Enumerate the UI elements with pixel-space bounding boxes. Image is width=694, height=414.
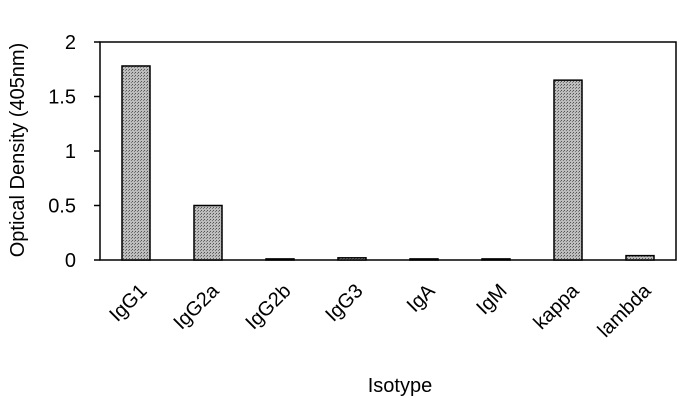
- x-tick-label: IgG2b: [241, 280, 295, 334]
- chart: Isotype Optical Density (405nm) 0 0.5 1 1.5…: [0, 0, 694, 414]
- bar: [338, 258, 366, 260]
- x-tick-label: kappa: [529, 279, 584, 334]
- y-tick-label: 0: [65, 250, 76, 272]
- x-tick-label: IgA: [403, 280, 440, 317]
- y-tick-label: 1: [65, 141, 76, 163]
- y-tick-label: 0.5: [48, 196, 76, 218]
- y-tick-label: 2: [65, 32, 76, 54]
- x-axis-label: Isotype: [368, 375, 432, 397]
- plot-frame: [100, 42, 676, 260]
- y-axis-label: Optical Density (405nm): [7, 43, 29, 258]
- x-tick-label: IgM: [472, 280, 511, 319]
- y-tick-label: 1.5: [48, 87, 76, 109]
- bar: [626, 256, 654, 260]
- bar: [410, 259, 438, 260]
- x-tick-label: IgG2a: [169, 279, 224, 334]
- bar: [194, 206, 222, 261]
- x-tick-label: lambda: [594, 279, 657, 342]
- bar: [554, 80, 582, 260]
- x-tick-label: IgG1: [105, 280, 151, 326]
- x-tick-label: IgG3: [321, 280, 367, 326]
- bar: [482, 259, 510, 260]
- bar: [266, 259, 294, 260]
- bar: [122, 66, 150, 260]
